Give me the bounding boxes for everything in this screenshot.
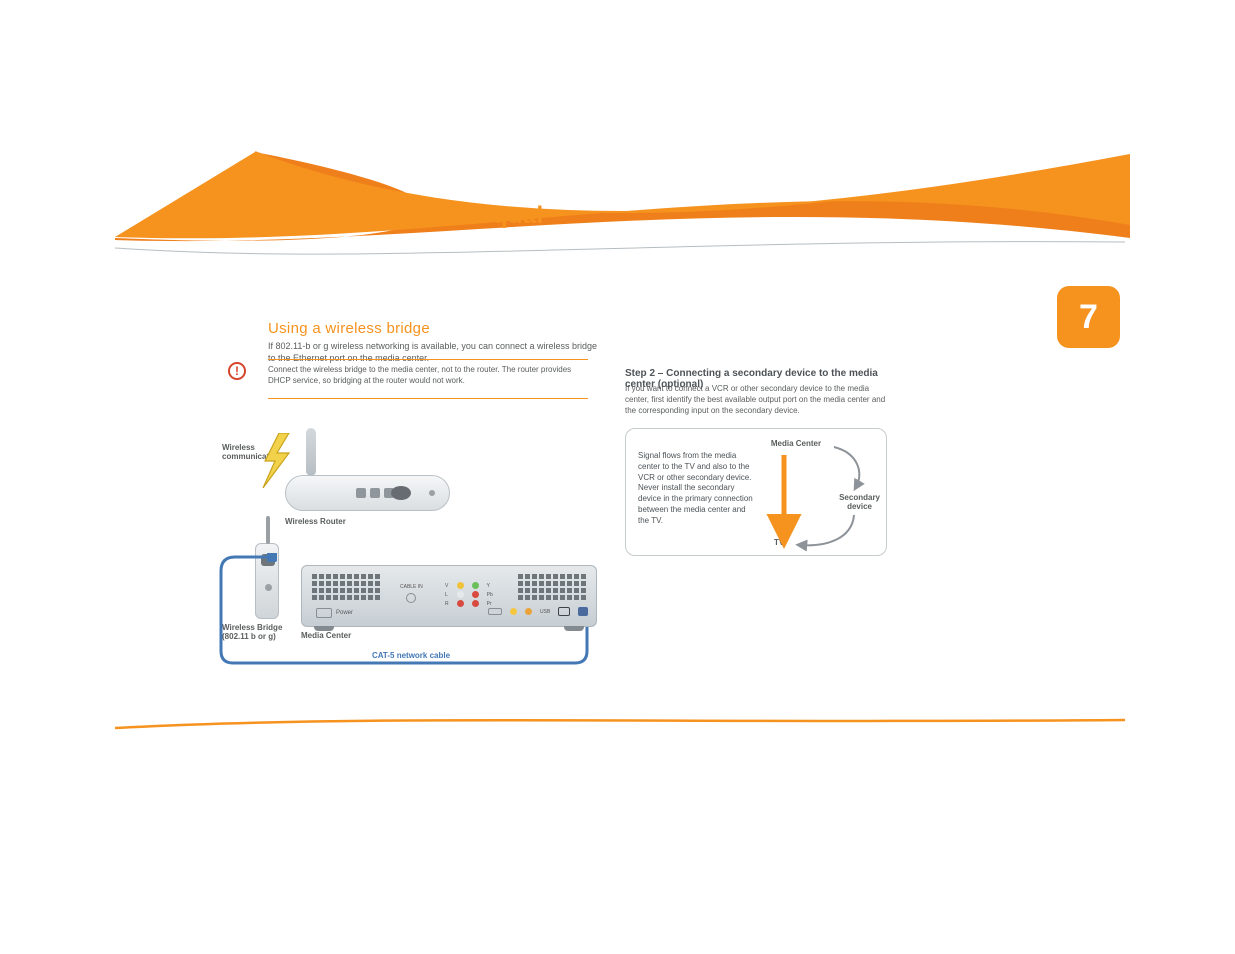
signal-flow-desc: Signal flows from the media center to th…: [638, 451, 758, 527]
label-router: Wireless Router: [285, 517, 346, 526]
page-number-tab: 7: [1057, 286, 1120, 348]
wireless-router: [285, 475, 450, 511]
header-undercurve: [115, 238, 1125, 268]
label-media-center: Media Center: [301, 631, 351, 640]
signal-flow-panel: Signal flows from the media center to th…: [625, 428, 887, 556]
step-body: If you want to connect a VCR or other se…: [625, 384, 887, 416]
mc-misc-ports: USB: [488, 607, 588, 616]
section-title: Using a wireless bridge: [268, 320, 430, 337]
tagline: all DVRs were not created equal: [170, 202, 543, 230]
wiring-diagram: Wirelesscommunication Wireless Router Wi…: [225, 425, 597, 660]
signal-flow-diagram: Media Center Secondarydevice TV: [756, 435, 876, 549]
label-bridge: Wireless Bridge(802.11 b or g): [222, 623, 282, 641]
cat5-caption: CAT-5 network cable: [225, 651, 597, 660]
mc-rca-ports: VYLPbRPr: [440, 580, 498, 609]
wireless-bridge: [255, 543, 279, 619]
mc-power-label: Power: [316, 608, 353, 618]
callout-text: Connect the wireless bridge to the media…: [268, 365, 588, 387]
mc-cablein-label: CABLE IN: [400, 584, 423, 603]
callout-box: ! Connect the wireless bridge to the med…: [228, 359, 598, 399]
footer-curve: [115, 716, 1125, 734]
media-center: Power CABLE IN VYLPbRPr USB: [301, 565, 597, 627]
alert-icon: !: [228, 362, 246, 380]
page: all DVRs were not created equal 7 Using …: [0, 0, 1235, 954]
